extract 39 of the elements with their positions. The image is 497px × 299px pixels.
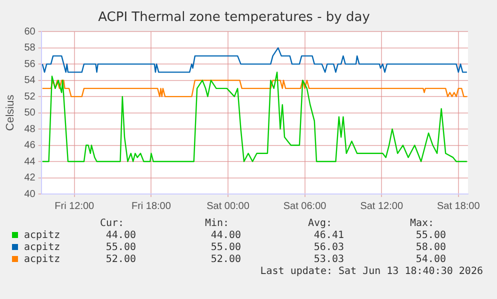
x-tick-label: Sat 00:00 [206, 200, 250, 212]
text: 44.00 [106, 230, 136, 241]
text: Avg: [308, 218, 332, 229]
text: 55.00 [416, 230, 446, 241]
x-tick-label: Sat 18:00 [436, 200, 480, 212]
text: 46.41 [314, 230, 344, 241]
y-axis-title: Celsius [4, 94, 17, 131]
x-tick-label: Sat 06:00 [283, 200, 327, 212]
text: 44.00 [210, 230, 241, 241]
text: 55.00 [210, 242, 241, 253]
y-tick-label: 60 [24, 26, 36, 38]
y-tick-label: 56 [24, 58, 36, 70]
y-tick-label: 50 [24, 108, 36, 119]
x-tick-label: Sat 12:00 [360, 200, 404, 212]
text: Min: [205, 218, 230, 229]
text: 56.03 [314, 242, 344, 253]
text: 54.00 [416, 254, 446, 265]
text: Cur: [100, 218, 124, 229]
legend-label: acpitz [23, 242, 60, 253]
text: 53.03 [314, 254, 344, 265]
chart-title: ACPI Thermal zone temperatures - by day [98, 10, 370, 26]
text: Max: [410, 218, 434, 229]
text: 52.00 [210, 254, 241, 265]
y-tick-label: 46 [24, 140, 36, 152]
y-tick-label: 42 [24, 172, 36, 184]
text: 52.00 [106, 254, 136, 265]
y-tick-label: 54 [24, 75, 36, 86]
legend-label: acpitz [23, 230, 60, 241]
text: Last update: Sat Jun 13 18:40:30 2026 [260, 266, 483, 277]
y-tick-label: 40 [24, 188, 36, 200]
text: 55.00 [106, 242, 136, 253]
x-tick-label: Fri 18:00 [131, 200, 172, 212]
y-tick-label: 58 [24, 42, 36, 54]
text: 58.00 [416, 242, 446, 253]
legend-label: acpitz [23, 254, 60, 265]
y-tick-label: 52 [24, 91, 36, 102]
y-tick-label: 48 [24, 124, 36, 135]
y-tick-label: 44 [24, 156, 36, 168]
x-tick-label: Fri 12:00 [54, 200, 95, 212]
